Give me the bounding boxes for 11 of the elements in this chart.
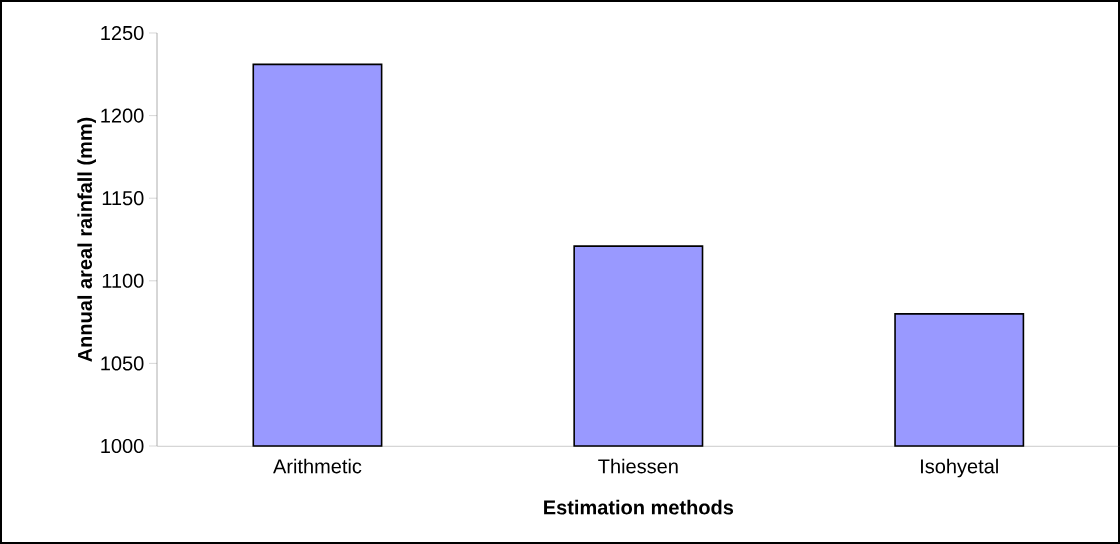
x-tick-label: Isohyetal bbox=[921, 458, 998, 478]
x-axis-title: Estimation methods bbox=[544, 499, 734, 515]
y-tick-label: 1250 bbox=[101, 25, 144, 41]
x-tick-label: Thiessen bbox=[598, 458, 678, 474]
y-tick-label: 1200 bbox=[101, 108, 144, 123]
y-tick-label: 1050 bbox=[101, 356, 144, 371]
x-tick-label: Arithmetic bbox=[273, 458, 362, 474]
y-tick-label: 1100 bbox=[102, 273, 144, 288]
y-axis-title: Annual areal rainfall (mm) bbox=[77, 117, 96, 362]
y-tick-label: 1000 bbox=[101, 438, 144, 454]
y-tick-label: 1150 bbox=[102, 191, 144, 206]
